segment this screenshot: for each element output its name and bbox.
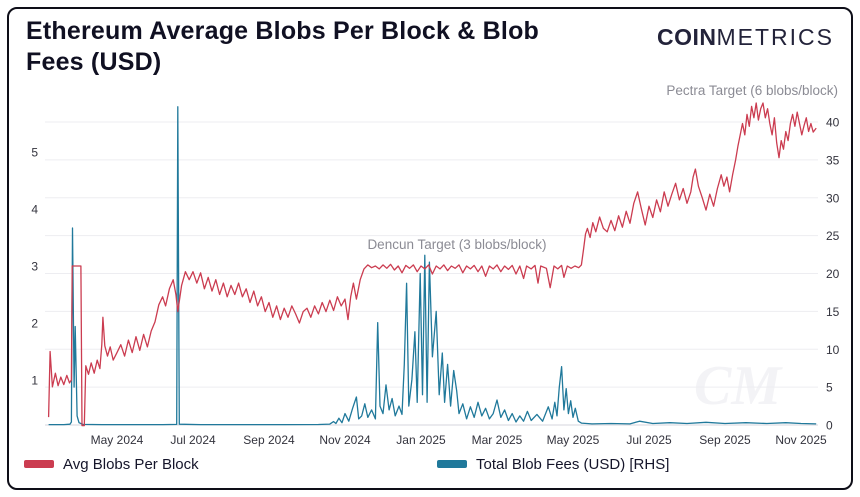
right-axis-tick: 20: [826, 267, 840, 281]
cm-watermark: CM: [694, 355, 783, 417]
series-line-avg-blobs: [47, 102, 817, 427]
right-axis-tick: 0: [826, 419, 833, 433]
axis-tick-labels: 0 5 10 15 20 25 30 35 40 1 2 3 4 5 May 2024 Jul 2024 Sep…: [31, 116, 839, 448]
legend-item-blob-fees[interactable]: Total Blob Fees (USD) [RHS]: [437, 451, 669, 477]
right-axis-tick: 40: [826, 116, 840, 130]
right-axis-tick: 10: [826, 343, 840, 357]
legend-item-avg-blobs[interactable]: Avg Blobs Per Block: [24, 451, 199, 477]
right-axis-tick: 35: [826, 153, 840, 167]
x-axis-tick: Nov 2025: [775, 433, 827, 447]
x-axis-tick: Sep 2024: [243, 433, 295, 447]
left-axis-tick: 2: [31, 317, 38, 331]
x-axis-tick: Jan 2025: [396, 433, 446, 447]
legend-swatch-red: [24, 460, 54, 468]
x-axis-tick: Jul 2025: [626, 433, 672, 447]
x-axis-tick: May 2024: [91, 433, 144, 447]
legend-label-blob-fees: Total Blob Fees (USD) [RHS]: [476, 455, 670, 473]
pectra-target-annotation: Pectra Target (6 blobs/block): [666, 83, 838, 98]
x-axis-tick: Jul 2024: [170, 433, 216, 447]
right-axis-tick: 5: [826, 381, 833, 395]
dencun-target-annotation: Dencun Target (3 blobs/block): [367, 237, 546, 252]
left-axis-tick: 5: [31, 146, 38, 160]
card-border: [7, 7, 853, 490]
right-axis-tick: 30: [826, 191, 840, 205]
series-line-blob-fees: [48, 106, 817, 426]
legend: Avg Blobs Per Block Total Blob Fees (USD…: [0, 451, 860, 477]
x-axis-tick: May 2025: [547, 433, 600, 447]
x-axis-tick: Nov 2024: [319, 433, 371, 447]
logo-metrics: METRICS: [716, 24, 834, 50]
right-axis-tick: 25: [826, 229, 840, 243]
legend-label-avg-blobs: Avg Blobs Per Block: [63, 455, 199, 473]
series-lines: [47, 102, 817, 427]
coin-metrics-logo[interactable]: COINMETRICS: [657, 24, 834, 51]
left-axis-tick: 4: [31, 203, 38, 217]
chart-title: Ethereum Average Blobs Per Block & Blob …: [26, 17, 540, 76]
logo-coin: COIN: [657, 24, 717, 50]
left-axis-tick: 1: [31, 374, 38, 388]
right-axis-tick: 15: [826, 305, 840, 319]
x-axis-tick: Mar 2025: [472, 433, 523, 447]
left-axis-tick: 3: [31, 260, 38, 274]
x-axis-tick: Sep 2025: [699, 433, 751, 447]
legend-swatch-teal: [437, 460, 467, 468]
